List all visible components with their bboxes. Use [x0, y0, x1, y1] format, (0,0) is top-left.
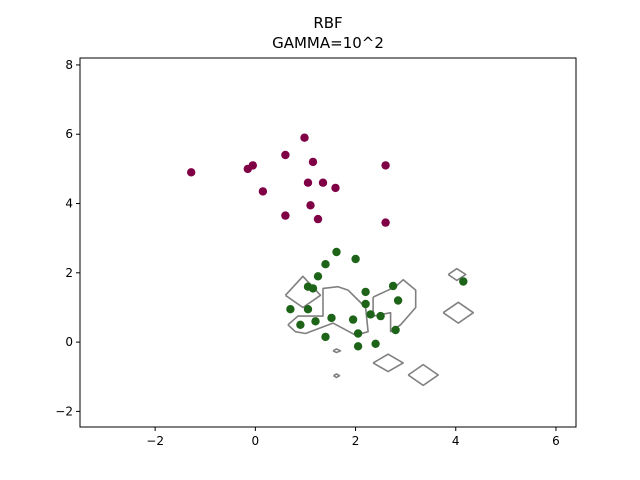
- decision-contour: [372, 353, 405, 373]
- plot-area: [187, 133, 475, 387]
- decision-contour: [333, 373, 341, 379]
- data-point-class-2: [353, 342, 363, 351]
- data-point-class-2: [361, 287, 370, 297]
- data-point-class-2: [393, 296, 403, 305]
- x-tick-label: 0: [252, 434, 260, 448]
- data-point-class-1: [313, 214, 323, 224]
- data-point-class-1: [300, 133, 309, 142]
- y-tick-label: 8: [65, 58, 73, 72]
- data-point-class-2: [391, 325, 400, 335]
- data-point-class-2: [376, 311, 385, 321]
- decision-contour: [407, 363, 440, 387]
- data-point-class-2: [371, 339, 380, 348]
- x-tick-label: 4: [452, 434, 460, 448]
- data-point-class-2: [351, 254, 360, 264]
- data-point-class-2: [361, 299, 370, 309]
- data-point-class-1: [381, 218, 390, 227]
- decision-contour: [332, 348, 342, 354]
- data-point-class-1: [258, 187, 268, 196]
- chart-subtitle: GAMMA=10^2: [272, 34, 384, 52]
- data-point-class-2: [286, 305, 295, 314]
- data-point-class-1: [187, 168, 196, 177]
- decision-contour: [447, 267, 467, 282]
- data-point-class-2: [459, 277, 468, 286]
- x-tick-label: 2: [352, 434, 360, 448]
- y-tick-label: 6: [65, 127, 73, 141]
- x-tick-label: −2: [146, 434, 164, 448]
- data-point-class-1: [303, 178, 313, 187]
- data-point-class-2: [313, 272, 323, 281]
- data-point-class-2: [332, 247, 341, 257]
- data-point-class-2: [327, 313, 336, 323]
- axes-frame: [79, 57, 577, 428]
- data-point-class-1: [306, 201, 315, 210]
- data-point-class-1: [281, 150, 290, 160]
- data-point-class-1: [318, 178, 328, 187]
- data-point-class-2: [366, 310, 375, 319]
- data-point-class-2: [296, 320, 305, 329]
- y-tick-label: 2: [65, 266, 73, 280]
- data-point-class-2: [321, 332, 330, 342]
- y-tick-label: −2: [55, 404, 73, 418]
- y-tick-label: 4: [65, 197, 73, 211]
- data-point-class-2: [348, 315, 358, 324]
- data-point-class-2: [321, 260, 330, 269]
- data-point-class-2: [311, 317, 320, 326]
- data-point-class-2: [303, 305, 313, 314]
- data-point-class-1: [381, 161, 390, 170]
- y-tick-label: 0: [65, 335, 73, 349]
- data-point-class-1: [308, 157, 318, 167]
- data-point-class-2: [388, 281, 398, 291]
- decision-contour: [284, 275, 322, 309]
- x-tick-label: 6: [552, 434, 560, 448]
- data-point-class-2: [308, 284, 318, 293]
- data-point-class-2: [353, 329, 363, 338]
- data-point-class-1: [248, 161, 257, 170]
- decision-contour: [442, 301, 475, 324]
- chart-title: RBF: [313, 14, 342, 32]
- data-point-class-1: [281, 211, 290, 220]
- data-point-class-1: [331, 183, 340, 193]
- axes: −2 0 2 4 6 −2 0 2 4 6 8: [55, 58, 559, 448]
